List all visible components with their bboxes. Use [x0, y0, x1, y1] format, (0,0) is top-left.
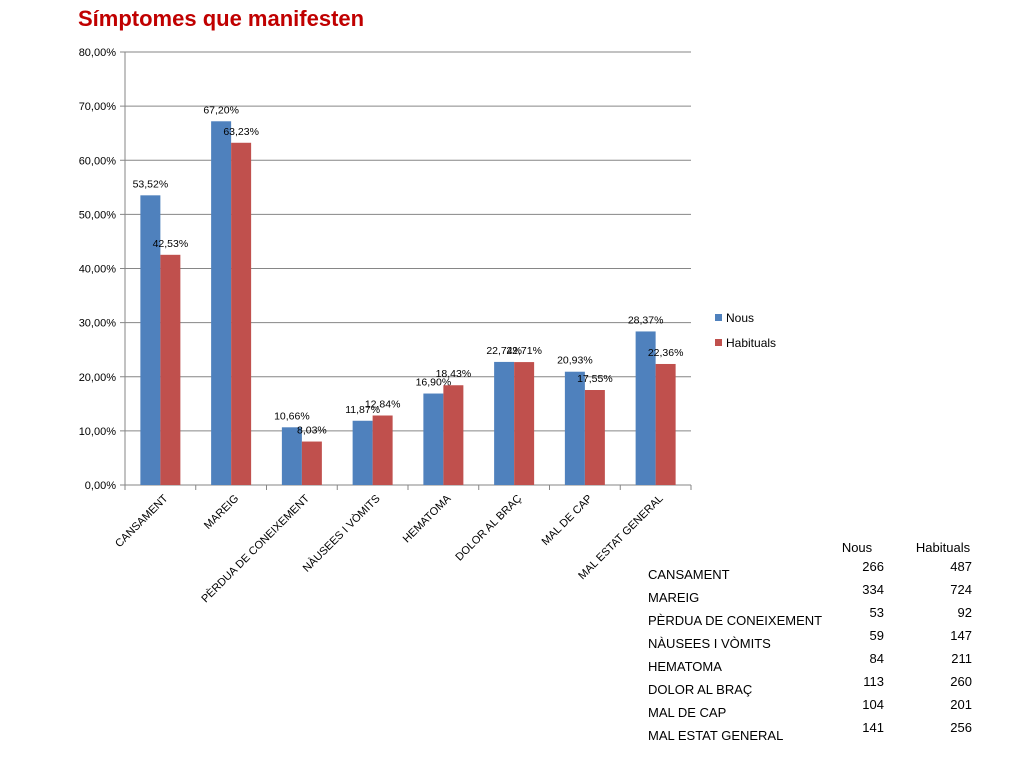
bar-habituals — [655, 363, 676, 485]
y-tick-label: 20,00% — [79, 372, 117, 384]
bar-nous — [211, 121, 232, 485]
table-row: PÈRDUA DE CONEIXEMENT 53 92 — [644, 605, 972, 628]
table-row: CANSAMENT 266 487 — [644, 559, 972, 582]
table-row-label: CANSAMENT — [648, 567, 730, 582]
data-label: 20,93% — [557, 355, 593, 367]
y-tick-label: 70,00% — [79, 101, 117, 113]
data-label: 16,90% — [416, 377, 452, 389]
bar-habituals — [301, 441, 322, 485]
table-cell-habituals: 147 — [950, 628, 972, 643]
y-tick-label: 50,00% — [79, 209, 117, 221]
bar-nous — [281, 427, 302, 485]
table-header-row: Nous Habituals — [644, 540, 972, 559]
bar-nous — [494, 361, 515, 485]
y-tick-label: 40,00% — [79, 264, 117, 276]
table-cell-habituals: 260 — [950, 674, 972, 689]
table-cell-nous: 113 — [863, 674, 884, 689]
x-tick-label: NÀUSEES I VÒMITS — [300, 492, 383, 575]
table-row-label: MAREIG — [648, 590, 700, 605]
legend-swatch-habituals — [715, 339, 722, 346]
table-cell-nous: 59 — [869, 628, 884, 643]
data-label: 67,20% — [203, 104, 239, 116]
table-cell-nous: 266 — [862, 559, 884, 574]
data-label: 22,71% — [506, 345, 542, 357]
data-label: 22,36% — [648, 347, 684, 359]
counts-table: Nous Habituals CANSAMENT 266 487 MAREIG 334 7… — [644, 540, 972, 743]
y-tick-label: 10,00% — [79, 426, 117, 438]
data-label: 28,37% — [628, 314, 664, 326]
table-row: HEMATOMA 84 211 — [644, 651, 972, 674]
x-tick-label: HEMATOMA — [401, 492, 454, 545]
legend-label-nous: Nous — [726, 311, 754, 325]
x-tick-label: MAREIG — [202, 493, 241, 532]
table-cell-nous: 334 — [862, 582, 884, 597]
y-tick-label: 30,00% — [79, 318, 117, 330]
table-row-label: MAL DE CAP — [648, 705, 727, 720]
bar-nous — [352, 420, 373, 485]
bar-nous — [140, 195, 161, 485]
table-cell-nous: 53 — [869, 605, 884, 620]
bar-nous — [423, 393, 444, 485]
bar-habituals — [160, 254, 181, 485]
table-header-nous: Nous — [841, 540, 873, 555]
table-cell-habituals: 256 — [950, 720, 972, 735]
table-cell-nous: 141 — [862, 720, 884, 735]
bar-habituals — [443, 385, 464, 485]
table-cell-habituals: 211 — [951, 651, 972, 666]
table-cell-habituals: 487 — [950, 559, 972, 574]
x-tick-label: MAL DE CAP — [540, 493, 595, 548]
table-row-label: DOLOR AL BRAÇ — [648, 682, 753, 697]
table-cell-habituals: 724 — [950, 582, 972, 597]
table-row: NÀUSEES I VÒMITS 59 147 — [644, 628, 972, 651]
y-tick-label: 0,00% — [85, 480, 116, 492]
x-tick-label: DOLOR AL BRAÇ — [453, 493, 524, 564]
data-label: 42,53% — [153, 238, 189, 250]
bar-habituals — [584, 390, 605, 485]
table-row: MAL ESTAT GENERAL 141 256 — [644, 720, 972, 743]
table-cell-nous: 104 — [862, 697, 884, 712]
table-header-empty — [644, 540, 830, 559]
table-row: DOLOR AL BRAÇ 113 260 — [644, 674, 972, 697]
legend-swatch-nous — [715, 314, 722, 321]
bar-nous — [564, 371, 585, 485]
bar-habituals — [514, 362, 535, 485]
data-label: 10,66% — [274, 410, 310, 422]
data-label: 53,52% — [133, 178, 169, 190]
table-header-habituals: Habituals — [915, 540, 971, 555]
data-label: 22,74% — [486, 345, 522, 357]
table-row-label: MAL ESTAT GENERAL — [648, 728, 784, 743]
data-label: 17,55% — [577, 373, 613, 385]
table-cell-habituals: 201 — [950, 697, 972, 712]
table-row: MAL DE CAP 104 201 — [644, 697, 972, 720]
table-row: MAREIG 334 724 — [644, 582, 972, 605]
table-cell-habituals: 92 — [957, 605, 972, 620]
bar-habituals — [231, 142, 252, 485]
table-row-label: HEMATOMA — [648, 659, 722, 674]
table-cell-nous: 84 — [869, 651, 884, 666]
bar-nous — [635, 331, 656, 485]
data-label: 8,03% — [297, 425, 327, 437]
data-label: 11,87% — [345, 404, 380, 416]
data-label: 63,23% — [223, 126, 259, 138]
legend-label-habituals: Habituals — [726, 336, 776, 350]
table-row-label: PÈRDUA DE CONEIXEMENT — [648, 613, 823, 628]
table-row-label: NÀUSEES I VÒMITS — [648, 636, 771, 651]
page-title: Símptomes que manifesten — [78, 6, 365, 31]
bar-habituals — [372, 415, 393, 485]
data-label: 12,84% — [365, 399, 401, 411]
data-label: 18,43% — [436, 368, 472, 380]
y-tick-label: 80,00% — [79, 47, 117, 59]
y-tick-label: 60,00% — [79, 155, 117, 167]
x-tick-label: CANSAMENT — [113, 492, 171, 550]
